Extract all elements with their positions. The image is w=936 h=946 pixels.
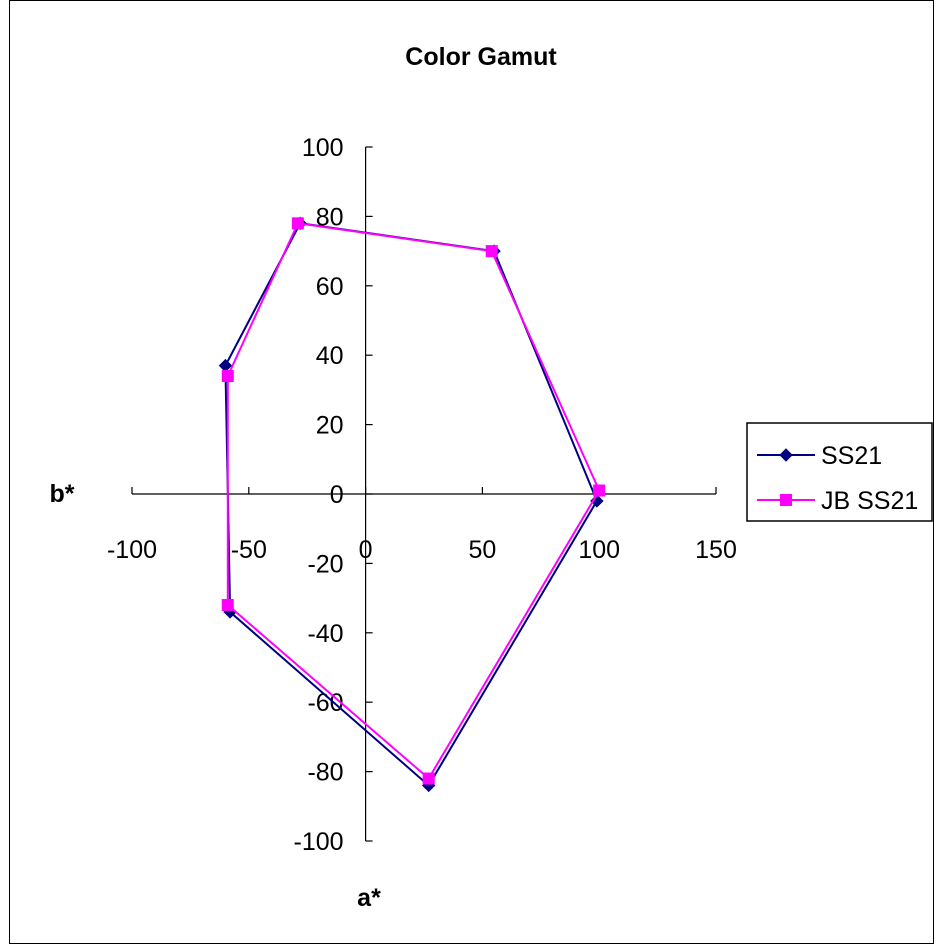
legend-marker [779,448,793,462]
x-axis-label: a* [357,884,381,912]
x-tick-label: 150 [695,536,737,564]
y-axis-label: b* [50,480,75,508]
y-tick-label: 40 [316,342,344,370]
legend-label: SS21 [821,442,882,470]
y-tick-label: -100 [294,828,344,856]
legend: SS21 JB SS21 [746,422,933,522]
y-tick-label: 60 [316,273,344,301]
series-line [224,222,599,788]
data-point [291,217,304,230]
y-tick-label: 0 [330,481,344,509]
axes: -100 -50 0 50 100 150-100-80-60-40-2002040608… [107,134,737,856]
y-tick-label: 20 [316,412,344,440]
x-tick-label: 0 [359,536,373,564]
y-tick-label: 100 [302,134,344,162]
legend-marker [780,494,792,506]
chart-title: Color Gamut [405,43,557,71]
series-layer [218,216,606,793]
data-point [422,772,435,785]
series-1 [218,216,604,793]
data-point [485,245,498,258]
y-tick-label: -40 [307,620,343,648]
series-2 [221,217,606,785]
y-tick-label: -20 [307,550,343,578]
y-tick-label: -80 [307,759,343,787]
legend-box [746,422,933,522]
x-tick-label: 50 [468,536,496,564]
data-point [593,484,606,497]
data-point [221,599,234,612]
x-tick-label: 100 [578,536,620,564]
legend-label: JB SS21 [821,487,918,515]
data-point [221,370,234,383]
x-tick-label: -100 [107,536,157,564]
y-tick-label: -60 [307,689,343,717]
x-tick-label: -50 [231,536,267,564]
series-line [226,222,601,781]
